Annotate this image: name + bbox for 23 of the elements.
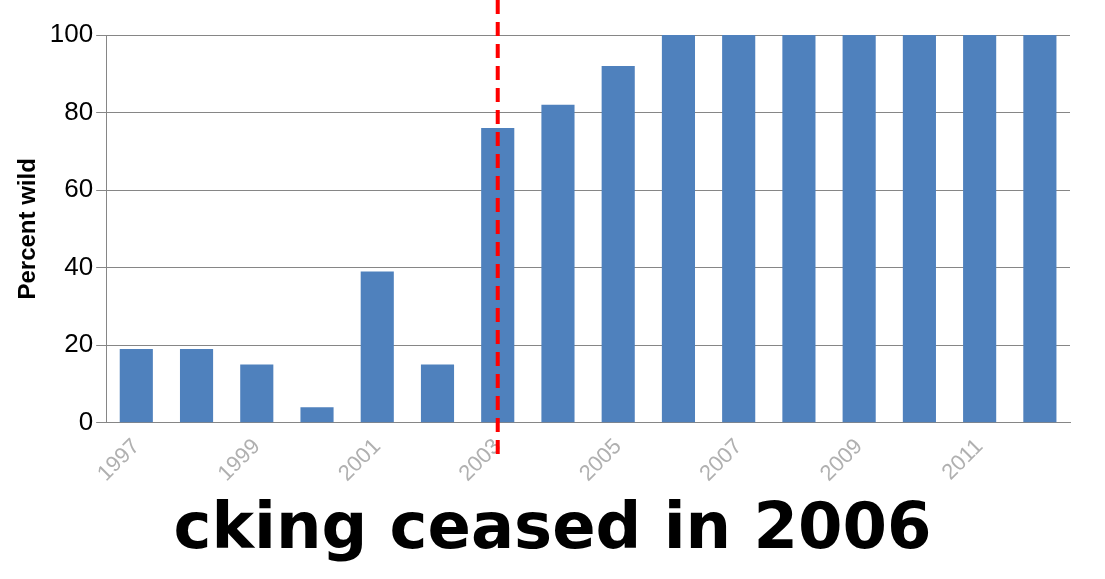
bar xyxy=(601,66,635,423)
text: cking ceased in 2006 xyxy=(172,488,933,565)
bar xyxy=(782,35,816,423)
bar xyxy=(240,364,274,423)
y-tick-label: 20 xyxy=(64,328,94,359)
bar xyxy=(661,35,696,423)
y-tick-label: 0 xyxy=(78,405,94,436)
y-axis-title: Percent wild xyxy=(13,158,41,300)
bar xyxy=(842,35,876,423)
bar xyxy=(541,104,575,423)
bar xyxy=(119,349,153,423)
bar xyxy=(963,35,997,423)
bar xyxy=(420,364,455,423)
y-tick-label: 60 xyxy=(64,173,94,204)
y-tick-label: 40 xyxy=(64,250,94,281)
bar xyxy=(722,35,756,423)
y-tick-label: 80 xyxy=(64,95,94,126)
bar xyxy=(1023,35,1057,423)
bar xyxy=(902,35,936,423)
bar xyxy=(360,271,394,423)
y-tick-label: 100 xyxy=(49,18,94,49)
bar xyxy=(179,349,214,423)
bar xyxy=(300,407,334,423)
